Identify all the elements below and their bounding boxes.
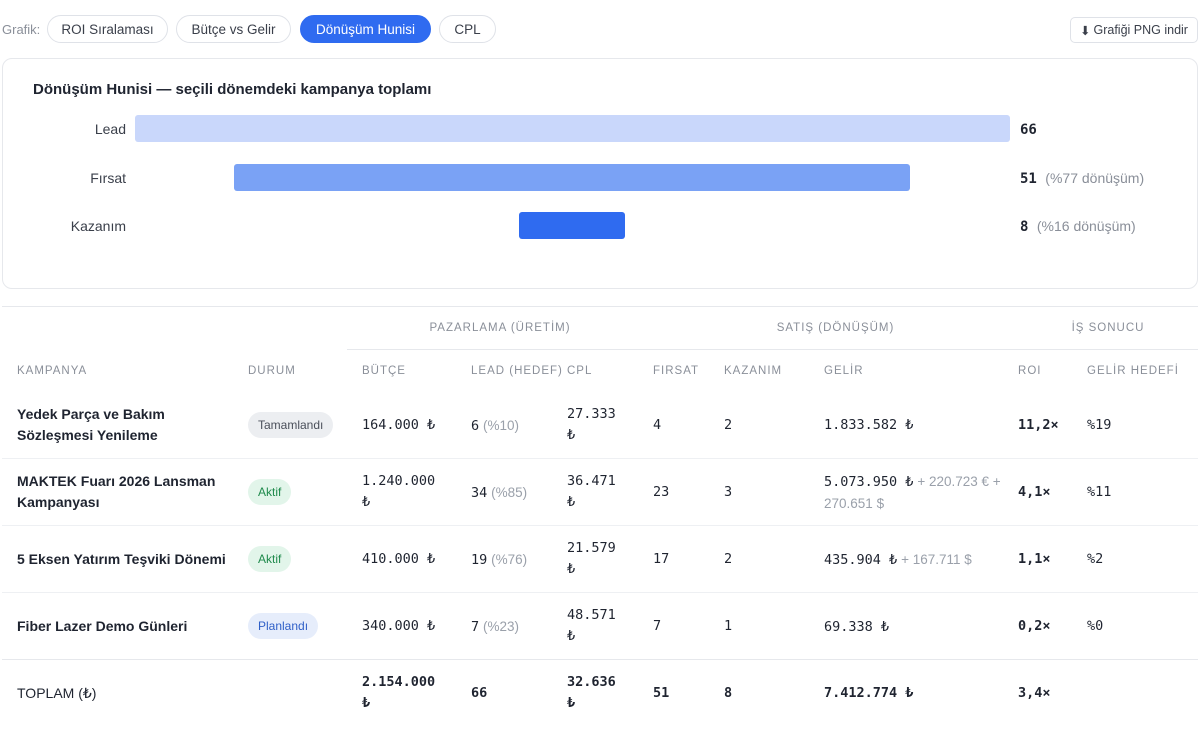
col-revenue[interactable]: GELİR	[824, 365, 864, 377]
opportunity-cell: 4	[653, 417, 662, 433]
status-badge: Planlandı	[248, 613, 319, 639]
revenue-target-cell: %2	[1087, 551, 1104, 567]
revenue-target-cell: %11	[1087, 484, 1112, 500]
lead-cell: 19 (%76)	[471, 551, 528, 568]
budget-cell: 410.000 ₺	[362, 551, 436, 567]
funnel-bar-won	[518, 212, 626, 239]
lead-cell: 34 (%85)	[471, 484, 528, 501]
roi-cell: 11,2×	[1018, 417, 1059, 433]
chart-title: Dönüşüm Hunisi — seçili dönemdeki kampan…	[33, 81, 432, 98]
cpl-cell: 21.579 ₺	[567, 540, 616, 577]
download-png-label: Grafiği PNG indir	[1093, 23, 1188, 37]
chart-toolbar: Grafik: ROI Sıralaması Bütçe vs Gelir Dö…	[0, 14, 1200, 46]
revenue-cell: 435.904 ₺ + 167.711 $	[824, 551, 972, 568]
cpl-cell: 48.571 ₺	[567, 607, 616, 644]
download-png-button[interactable]: ⬇ Grafiği PNG indir	[1070, 17, 1198, 43]
funnel-label-won: Kazanım	[70, 218, 126, 234]
col-lead[interactable]: LEAD (HEDEF)	[471, 365, 563, 377]
table-row[interactable]: MAKTEK Fuarı 2026 Lansman Kampanyası Akti…	[2, 459, 1199, 526]
opportunity-cell: 23	[653, 484, 670, 500]
column-header-row: KAMPANYA DURUM BÜTÇE LEAD (HEDEF) CPL FI…	[2, 350, 1198, 393]
total-lead: 66	[456, 659, 567, 726]
roi-cell: 4,1×	[1018, 484, 1051, 500]
funnel-row-opportunity: Fırsat 51 (%77 dönüşüm)	[3, 164, 1199, 192]
total-opportunity: 51	[653, 659, 725, 726]
funnel-bar-opportunity	[233, 164, 911, 191]
revenue-cell: 5.073.950 ₺ + 220.723 € +270.651 $	[824, 473, 1001, 511]
table-row[interactable]: Yedek Parça ve Bakım Sözleşmesi Yenileme …	[2, 392, 1199, 459]
funnel-value-lead: 66	[1020, 122, 1037, 138]
funnel-label-lead: Lead	[94, 121, 126, 137]
revenue-target-cell: %19	[1087, 417, 1112, 433]
roi-cell: 1,1×	[1018, 551, 1051, 567]
revenue-target-cell: %0	[1087, 618, 1104, 634]
cpl-cell: 27.333 ₺	[567, 406, 616, 443]
budget-cell: 1.240.000 ₺	[362, 473, 436, 510]
lead-cell: 6 (%10)	[471, 417, 520, 434]
col-revenue-target[interactable]: GELİR HEDEFİ	[1087, 365, 1179, 377]
status-badge: Aktif	[248, 546, 292, 572]
cpl-cell: 36.471 ₺	[567, 473, 616, 510]
tab-budget-vs-revenue[interactable]: Bütçe vs Gelir	[176, 15, 291, 43]
revenue-cell: 69.338 ₺	[824, 618, 890, 635]
col-budget[interactable]: BÜTÇE	[362, 365, 406, 377]
campaign-name: MAKTEK Fuarı 2026 Lansman Kampanyası	[17, 473, 216, 510]
col-status[interactable]: DURUM	[248, 364, 296, 377]
campaign-name: Yedek Parça ve Bakım Sözleşmesi Yenileme	[17, 406, 165, 443]
table-total-row: TOPLAM (₺) 2.154.000 ₺ 66 32.636 ₺ 51 8 7.…	[2, 659, 1199, 726]
total-won: 8	[724, 659, 810, 726]
total-roi: 3,4×	[1018, 659, 1088, 726]
funnel-bar-lead	[134, 115, 1010, 142]
roi-cell: 0,2×	[1018, 618, 1051, 634]
campaign-table-card: PAZARLAMA (ÜRETİM) SATIŞ (DÖNÜŞÜM) İŞ SO…	[2, 306, 1199, 726]
funnel-value-opportunity: 51 (%77 dönüşüm)	[1020, 170, 1145, 187]
funnel-value-won: 8 (%16 dönüşüm)	[1020, 218, 1136, 235]
col-roi[interactable]: ROI	[1018, 365, 1042, 377]
lead-cell: 7 (%23)	[471, 618, 520, 635]
tab-conversion-funnel[interactable]: Dönüşüm Hunisi	[300, 15, 431, 43]
opportunity-cell: 17	[653, 551, 670, 567]
total-budget: 2.154.000 ₺	[347, 659, 456, 726]
col-cpl[interactable]: CPL	[567, 365, 593, 377]
tab-cpl[interactable]: CPL	[439, 15, 496, 43]
group-sales: SATIŞ (DÖNÜŞÜM)	[653, 307, 1019, 350]
won-cell: 1	[724, 618, 733, 634]
tab-roi-ranking[interactable]: ROI Sıralaması	[47, 15, 168, 43]
campaign-table: PAZARLAMA (ÜRETİM) SATIŞ (DÖNÜŞÜM) İŞ SO…	[2, 307, 1199, 726]
table-row[interactable]: Fiber Lazer Demo Günleri Planlandı 340.0…	[2, 593, 1198, 660]
col-opportunity[interactable]: FIRSAT	[653, 365, 700, 377]
table-row[interactable]: 5 Eksen Yatırım Teşviki Dönemi Aktif 410…	[2, 526, 1199, 593]
total-cpl: 32.636 ₺	[567, 659, 654, 726]
funnel-row-won: Kazanım 8 (%16 dönüşüm)	[3, 212, 1199, 240]
status-badge: Tamamlandı	[248, 412, 334, 438]
budget-cell: 340.000 ₺	[362, 618, 436, 634]
download-arrow-icon: ⬇	[1080, 23, 1091, 38]
group-header-row: PAZARLAMA (ÜRETİM) SATIŞ (DÖNÜŞÜM) İŞ SO…	[2, 307, 1199, 350]
won-cell: 3	[724, 484, 733, 500]
funnel-chart-card: Dönüşüm Hunisi — seçili dönemdeki kampan…	[2, 58, 1198, 289]
funnel-row-lead: Lead 66	[3, 115, 1199, 143]
total-revenue: 7.412.774 ₺	[809, 659, 1019, 726]
status-badge: Aktif	[248, 479, 292, 505]
opportunity-cell: 7	[653, 618, 662, 634]
total-label: TOPLAM (₺)	[2, 659, 233, 726]
won-cell: 2	[724, 417, 733, 433]
budget-cell: 164.000 ₺	[362, 416, 436, 433]
won-cell: 2	[724, 551, 733, 567]
campaign-name: Fiber Lazer Demo Günleri	[17, 617, 188, 634]
col-campaign[interactable]: KAMPANYA	[17, 364, 88, 377]
group-marketing: PAZARLAMA (ÜRETİM)	[347, 307, 654, 350]
revenue-cell: 1.833.582 ₺	[824, 417, 914, 433]
campaign-name: 5 Eksen Yatırım Teşviki Dönemi	[17, 550, 226, 567]
col-won[interactable]: KAZANIM	[724, 365, 783, 377]
funnel-label-opportunity: Fırsat	[90, 170, 126, 186]
group-result: İŞ SONUCU	[1018, 307, 1199, 350]
chart-selector-label: Grafik:	[2, 22, 41, 37]
